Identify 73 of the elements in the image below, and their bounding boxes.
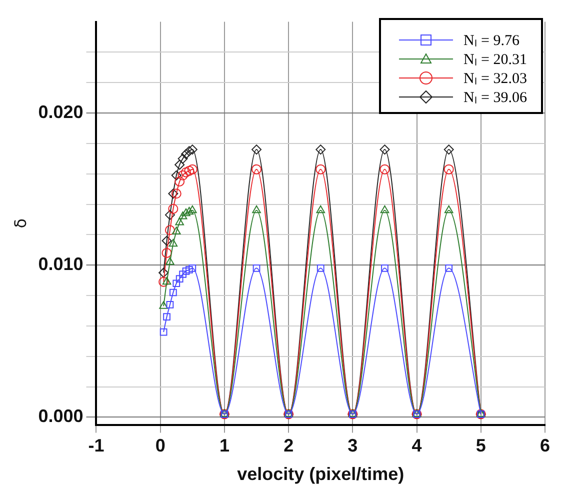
point	[158, 276, 169, 287]
point	[184, 146, 194, 156]
point	[178, 170, 188, 180]
point	[171, 188, 182, 199]
point	[178, 154, 188, 164]
point	[168, 188, 178, 199]
point	[316, 164, 326, 174]
point	[187, 164, 198, 174]
x-tick-label: 6	[540, 436, 550, 456]
point	[252, 144, 262, 155]
point	[158, 268, 169, 278]
point	[159, 301, 168, 309]
point	[171, 170, 182, 180]
point	[444, 164, 454, 174]
x-tick-label: 2	[284, 436, 294, 456]
point	[168, 238, 178, 247]
legend-label: Nₗ = 32.03	[463, 70, 527, 88]
point	[445, 264, 453, 272]
point	[164, 210, 175, 220]
legend-label: Nₗ = 9.76	[463, 32, 520, 50]
point	[316, 264, 324, 272]
point	[182, 268, 190, 275]
point	[160, 328, 168, 336]
x-tick-label: 1	[219, 436, 230, 456]
point	[380, 164, 390, 174]
legend-label: Nₗ = 39.06	[463, 89, 527, 107]
point	[252, 264, 260, 272]
point	[187, 144, 198, 155]
point	[316, 205, 326, 214]
point	[174, 160, 185, 170]
point	[172, 226, 181, 234]
point	[162, 248, 172, 258]
point	[163, 313, 170, 321]
point	[316, 144, 326, 155]
point	[180, 149, 191, 160]
y-tick-label: 0.020	[38, 102, 84, 122]
point	[168, 204, 178, 214]
point	[186, 266, 193, 274]
point	[182, 208, 190, 216]
x-tick-label: 5	[476, 436, 486, 456]
point	[380, 144, 390, 155]
x-tick-label: 3	[348, 436, 358, 456]
point	[172, 280, 180, 288]
point	[381, 264, 388, 272]
point	[180, 167, 191, 178]
x-tick-label: 4	[412, 436, 422, 456]
point	[380, 205, 390, 214]
point	[166, 257, 174, 265]
point	[444, 205, 454, 214]
legend-label: Nₗ = 20.31	[463, 51, 527, 69]
point	[174, 176, 185, 186]
point	[164, 225, 175, 236]
x-axis-title: velocity (pixel/time)	[237, 464, 404, 484]
x-tick-label: -1	[88, 436, 104, 456]
point	[252, 164, 262, 174]
point	[162, 276, 172, 285]
point	[188, 264, 196, 272]
point	[184, 166, 194, 176]
y-tick-label: 0.000	[38, 406, 84, 426]
point	[162, 236, 172, 246]
y-tick-label: 0.010	[38, 254, 84, 274]
point	[184, 206, 194, 215]
point	[169, 288, 177, 296]
x-tick-label: 0	[155, 436, 166, 456]
y-axis-title: δ	[10, 218, 30, 228]
point	[175, 218, 184, 226]
point	[178, 211, 188, 220]
point	[444, 144, 454, 155]
point	[166, 300, 174, 308]
point	[179, 270, 186, 278]
point	[252, 205, 261, 214]
point	[176, 275, 184, 282]
point	[188, 205, 197, 214]
